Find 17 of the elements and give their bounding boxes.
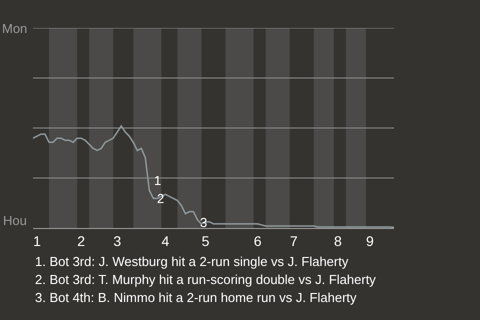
annotation: 3 (200, 215, 208, 230)
x-tick-label: 1 (33, 232, 42, 249)
x-tick-label: 6 (254, 232, 262, 249)
text: 3. Bot 4th: B. Nimmo hit a 2-run home run vs J. Flaherty (35, 290, 358, 305)
text: Mon (2, 21, 28, 36)
x-tick-label: 7 (290, 232, 298, 249)
text: 2. Bot 3rd: T. Murphy hit a run-scoring double vs J. Flaherty (35, 272, 376, 287)
x-tick-label: 3 (113, 232, 122, 249)
x-tick-label: 5 (202, 232, 210, 249)
x-tick-label: 9 (366, 232, 374, 249)
x-tick-label: 8 (334, 232, 342, 249)
x-tick-label: 4 (161, 232, 170, 249)
text: Hou (3, 213, 27, 228)
annotation: 1 (154, 173, 162, 188)
x-tick-label: 2 (77, 232, 86, 249)
annotation: 2 (157, 191, 164, 206)
text: 1. Bot 3rd: J. Westburg hit a 2-run single vs J. Flaherty (35, 254, 349, 269)
